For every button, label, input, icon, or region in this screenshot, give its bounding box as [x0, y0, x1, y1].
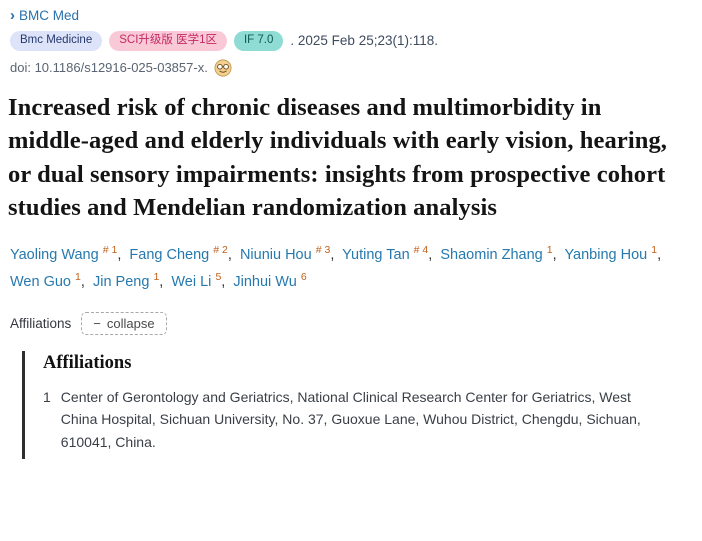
author: Yanbing Hou 1,	[564, 243, 666, 263]
affiliations-bar: Affiliations − collapse	[10, 312, 668, 336]
affiliations-heading: Affiliations	[43, 353, 132, 374]
author: Fang Cheng # 2,	[129, 243, 240, 263]
author-separator: ,	[428, 246, 441, 263]
author-superscript: 1	[153, 271, 160, 284]
author-link[interactable]: Jin Peng	[92, 274, 150, 291]
citation-text: . 2025 Feb 25;23(1):118.	[290, 33, 438, 49]
affiliation-item: 1 Center of Gerontology and Geriatrics, N…	[43, 386, 668, 453]
author-separator: ,	[221, 274, 234, 291]
author-separator: ,	[117, 246, 130, 263]
collapse-button-label: collapse	[106, 316, 155, 332]
author-superscript: 1	[651, 243, 658, 256]
author-superscript: # 4	[413, 243, 429, 256]
author-link[interactable]: Wei Li	[171, 274, 212, 291]
author: Jin Peng 1,	[92, 271, 172, 291]
author-superscript: # 1	[102, 243, 118, 256]
author: Yuting Tan # 4,	[342, 243, 441, 263]
author-link[interactable]: Wen Guo	[10, 274, 71, 291]
authors-list: Yaoling Wang # 1, Fang Cheng # 2, Niuniu…	[10, 241, 668, 296]
author-link[interactable]: Yaoling Wang	[10, 246, 99, 263]
author: Jinhui Wu 6	[233, 271, 307, 291]
affiliation-number: 1	[43, 389, 51, 406]
doi-text: doi: 10.1186/s12916-025-03857-x.	[10, 60, 208, 75]
author-separator: ,	[552, 246, 565, 263]
author-superscript: # 3	[315, 243, 331, 256]
article-page: › BMC Med Bmc Medicine SCI升级版 医学1区 IF 7.…	[8, 8, 668, 460]
author-superscript: 1	[75, 271, 81, 284]
affiliation-text: Center of Gerontology and Geriatrics, Na…	[60, 389, 641, 450]
affiliations-panel: Affiliations 1 Center of Gerontology and …	[22, 351, 668, 460]
author-separator: ,	[159, 274, 172, 291]
journal-nav: › BMC Med	[10, 8, 668, 23]
author: Yaoling Wang # 1,	[10, 243, 130, 263]
scholar-reader-icon[interactable]	[214, 59, 232, 77]
journal-rank-badge: Bmc Medicine	[10, 31, 103, 51]
collapse-button[interactable]: − collapse	[81, 312, 167, 336]
author: Niuniu Hou # 3,	[239, 243, 343, 263]
author-link[interactable]: Jinhui Wu	[233, 274, 297, 291]
author-link[interactable]: Shaomin Zhang	[440, 246, 543, 263]
author-separator: ,	[657, 246, 666, 263]
article-title: Increased risk of chronic diseases and m…	[8, 93, 668, 222]
author-link[interactable]: Niuniu Hou	[239, 246, 312, 263]
author: Wei Li 5,	[171, 271, 234, 291]
author-superscript: 6	[300, 271, 307, 284]
author-superscript: 5	[215, 271, 222, 284]
author-separator: ,	[227, 246, 240, 263]
author: Shaomin Zhang 1,	[440, 243, 565, 263]
author-superscript: # 2	[213, 243, 228, 256]
author-link[interactable]: Yuting Tan	[342, 246, 410, 263]
author-superscript: 1	[546, 243, 553, 256]
sci-partition-badge: SCI升级版 医学1区	[109, 31, 227, 51]
impact-factor-badge: IF 7.0	[233, 31, 284, 51]
journal-link[interactable]: BMC Med	[19, 8, 80, 23]
doi-row: doi: 10.1186/s12916-025-03857-x.	[10, 59, 668, 77]
author-link[interactable]: Fang Cheng	[129, 246, 210, 263]
chevron-right-icon: ›	[10, 7, 15, 24]
affiliations-list: 1 Center of Gerontology and Geriatrics, N…	[43, 386, 668, 453]
author-link[interactable]: Yanbing Hou	[564, 246, 648, 263]
affiliations-bar-label: Affiliations	[10, 316, 72, 332]
badges-citation-row: Bmc Medicine SCI升级版 医学1区 IF 7.0 . 2025 F…	[10, 31, 668, 51]
author-separator: ,	[80, 274, 93, 291]
author-separator: ,	[330, 246, 343, 263]
author: Wen Guo 1,	[10, 271, 93, 291]
minus-icon: −	[93, 316, 101, 332]
